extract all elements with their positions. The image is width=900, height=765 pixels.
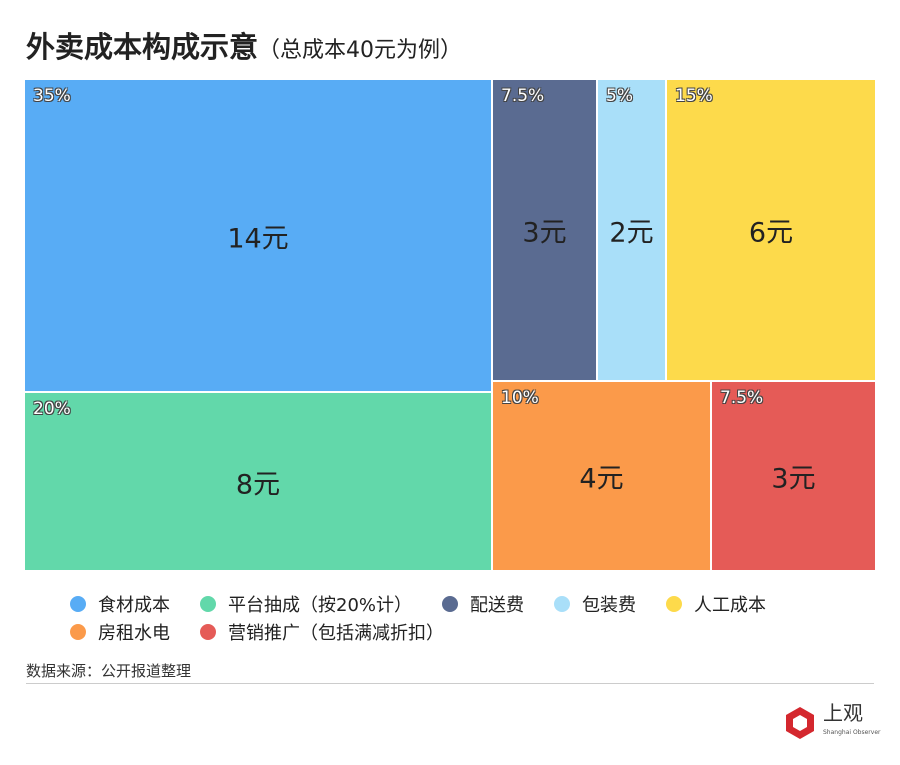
legend-swatch-icon [442,596,459,612]
value-label: 4元 [579,463,624,495]
treemap-cell: 5% 2元 [598,80,665,380]
treemap-cell: 7.5% 3元 [712,382,875,570]
treemap-cell: 35% 14元 [25,80,491,391]
logo: 上观 Shanghai Observer [783,703,880,743]
legend-swatch-icon [70,596,86,612]
legend-item: 房租水电 [70,618,170,646]
legend-swatch-icon [666,596,683,612]
percent-label: 7.5% [501,86,545,106]
chart-title: 外卖成本构成示意（总成本40元为例） [26,24,462,66]
legend-label: 平台抽成（按20%计） [228,595,413,616]
legend-swatch-icon [70,624,86,640]
legend-item: 配送费 [442,590,524,618]
treemap-cell: 20% 8元 [25,393,491,570]
value-label: 3元 [522,217,567,249]
value-label: 8元 [235,469,281,500]
source-note: 数据来源：公开报道整理 [26,662,192,680]
percent-label: 5% [606,86,633,106]
treemap-cell: 10% 4元 [493,382,710,570]
percent-label: 15% [675,86,713,106]
legend-item: 营销推广（包括满减折扣） [200,618,444,646]
value-label: 14元 [227,223,289,254]
value-label: 2元 [609,217,654,249]
legend-label: 食材成本 [98,595,170,616]
treemap-cell: 15% 6元 [667,80,875,380]
legend: 食材成本 平台抽成（按20%计） 配送费 包装费 人工成本房租水电 营销推广（包括满减折扣… [70,590,870,646]
divider [26,683,874,684]
subtitle: （总成本40元为例） [258,38,463,63]
title-text: 外卖成本构成示意 [26,30,259,64]
logo-en-text: Shanghai Observer [823,729,881,736]
percent-label: 35% [33,86,71,106]
legend-label: 营销推广（包括满减折扣） [228,623,444,644]
legend-swatch-icon [200,596,216,612]
percent-label: 7.5% [720,388,764,408]
legend-swatch-icon [554,596,571,612]
logo-text: 上观 [823,701,863,725]
percent-label: 10% [501,388,539,408]
legend-item: 人工成本 [666,590,766,618]
legend-item: 包装费 [554,590,636,618]
legend-swatch-icon [200,624,216,640]
value-label: 3元 [771,463,816,495]
treemap-cell: 7.5% 3元 [493,80,596,380]
legend-label: 包装费 [582,595,637,616]
percent-label: 20% [33,399,71,419]
value-label: 6元 [748,217,794,249]
legend-item: 平台抽成（按20%计） [200,590,412,618]
legend-label: 配送费 [470,595,525,616]
legend-label: 人工成本 [694,595,767,616]
legend-item: 食材成本 [70,590,170,618]
legend-label: 房租水电 [98,623,170,644]
logo-hexagon-icon [786,707,814,739]
